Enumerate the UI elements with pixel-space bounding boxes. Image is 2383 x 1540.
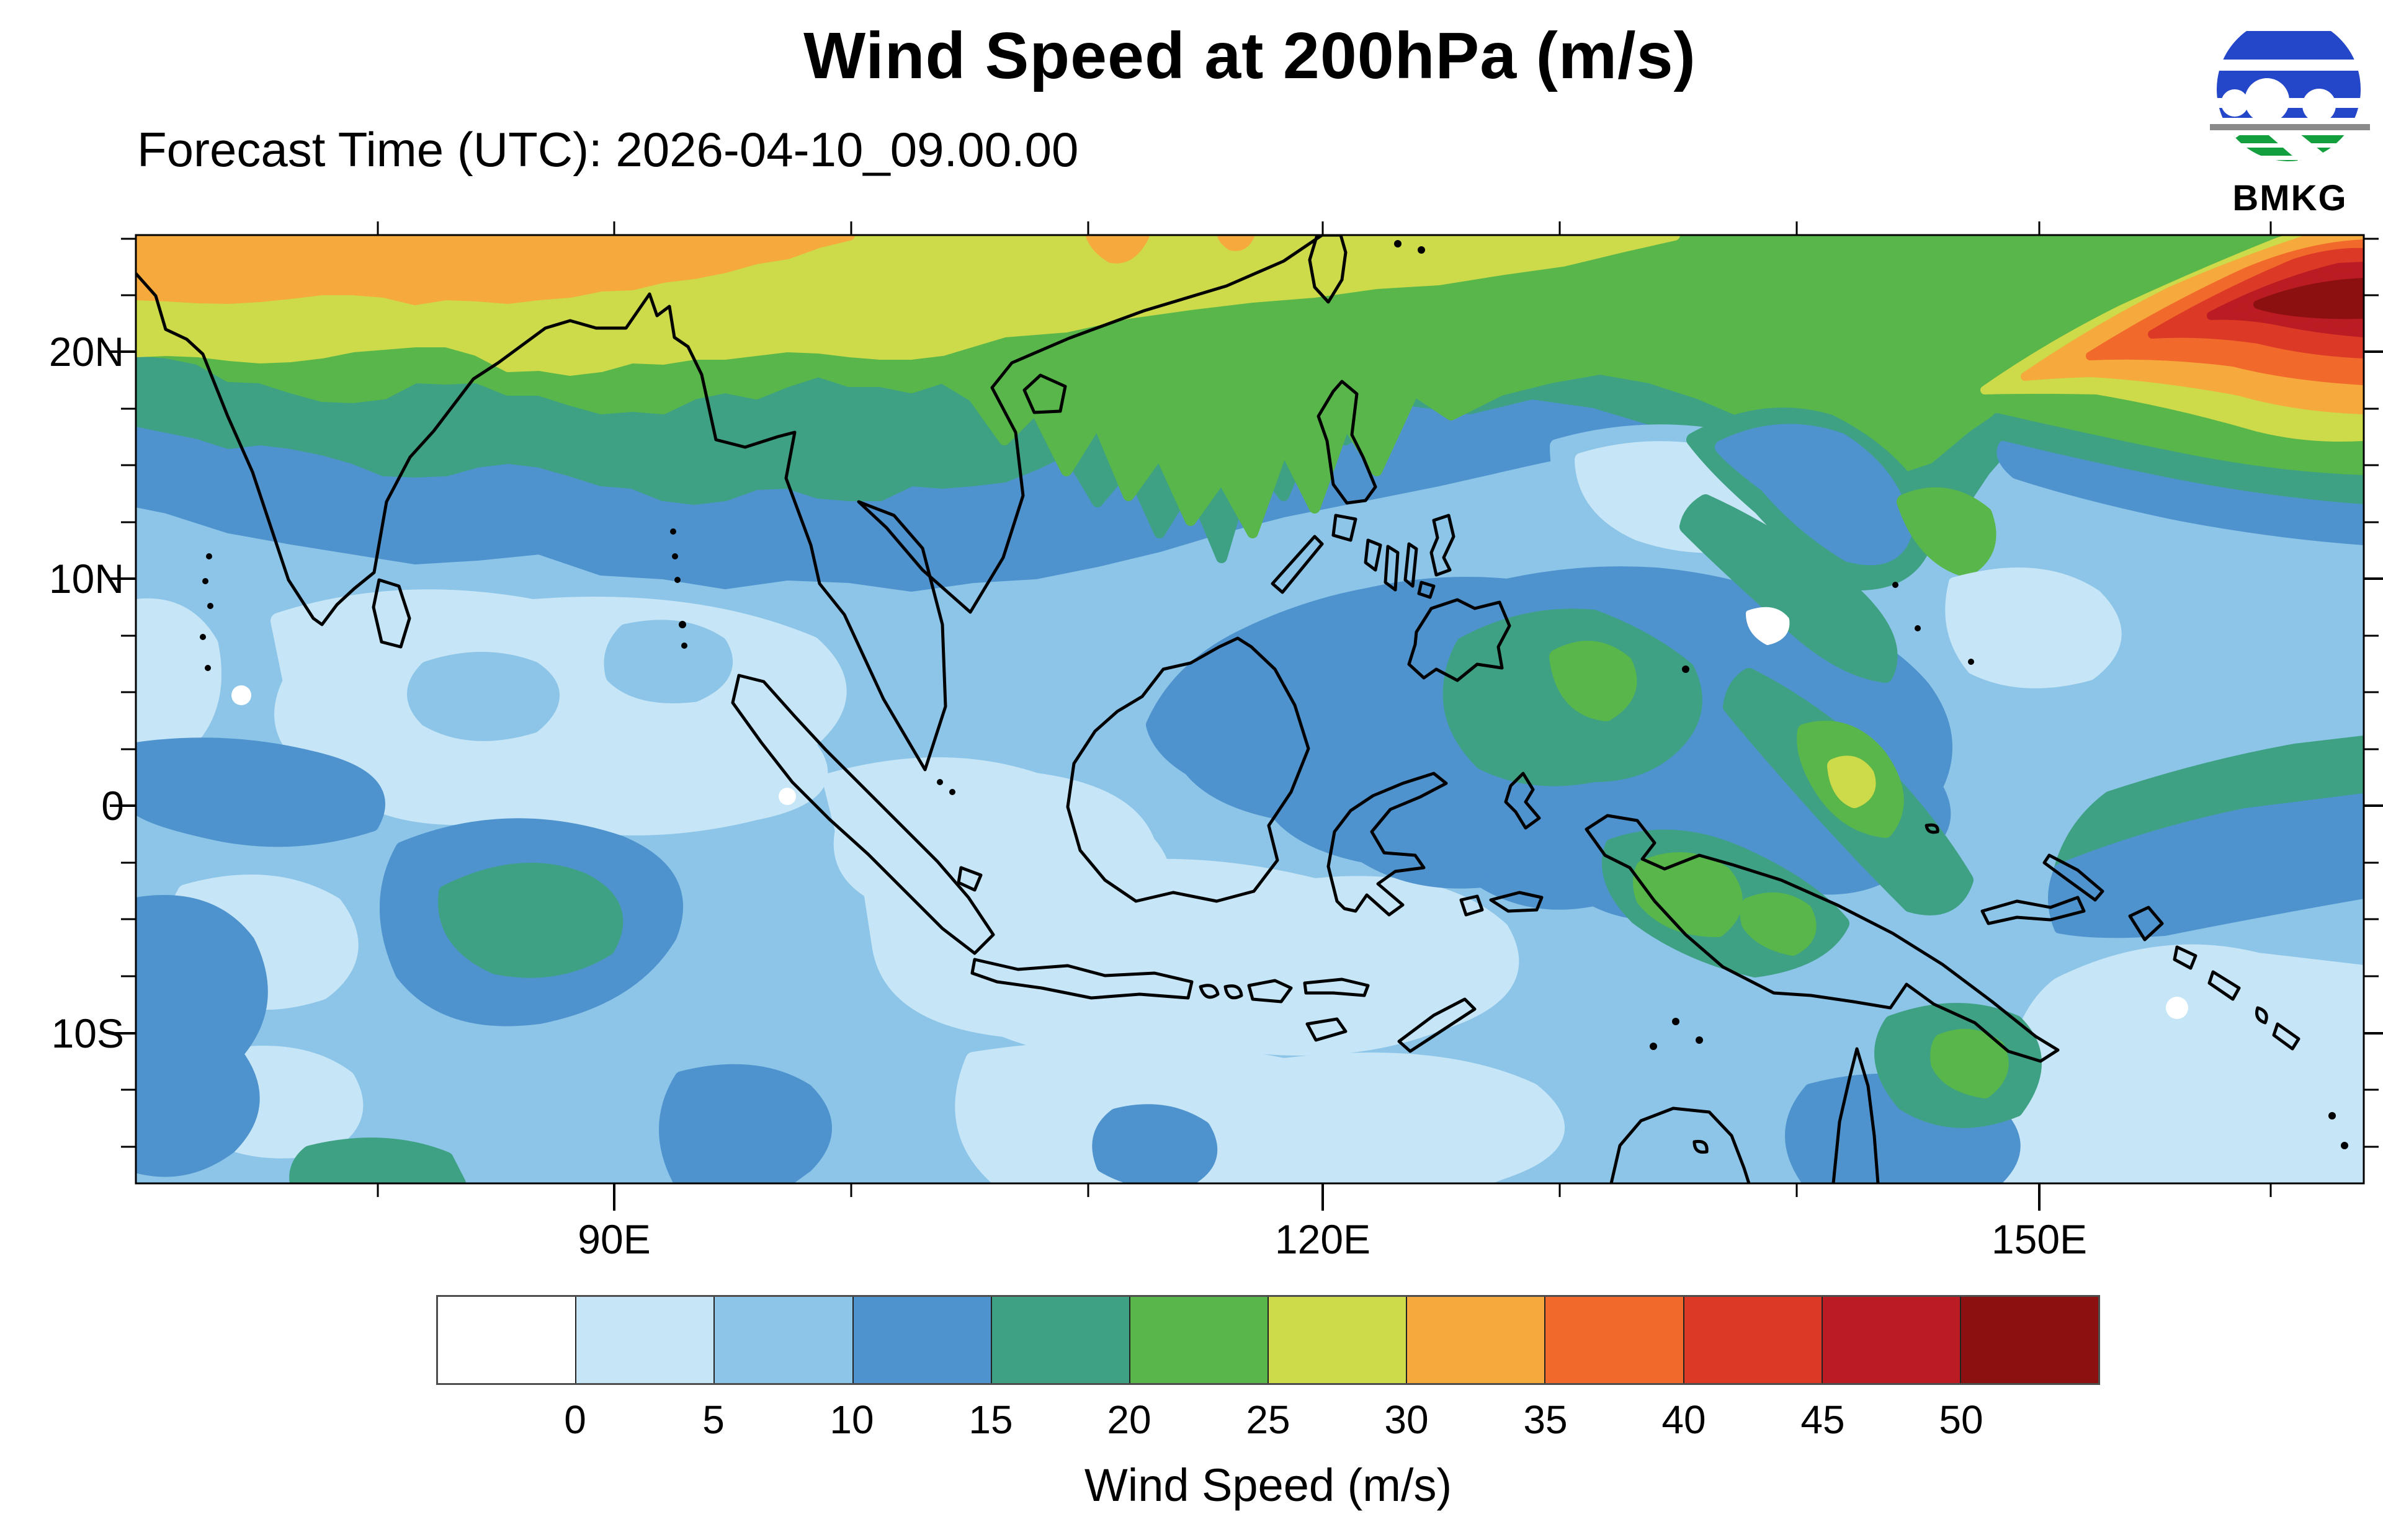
forecast-time: Forecast Time (UTC): 2026-04-10_09.00.00 — [137, 122, 1079, 177]
colorbar-tick-label-0: 0 — [564, 1397, 586, 1442]
colorbar-cells — [438, 1297, 2099, 1383]
lat-label-20n: 20N — [48, 329, 124, 375]
colorbar-cell — [1268, 1297, 1406, 1383]
colorbar-tick-label-30: 30 — [1384, 1397, 1429, 1442]
page-title: Wind Speed at 200hPa (m/s) — [803, 19, 1696, 92]
colorbar-cell — [1129, 1297, 1268, 1383]
logo-horizon-line — [2210, 124, 2370, 130]
lon-label-90e: 90E — [578, 1216, 651, 1262]
colorbar-tick-label-5: 5 — [702, 1397, 725, 1442]
map-border — [135, 234, 2365, 1185]
colorbar-tick-label-15: 15 — [968, 1397, 1013, 1442]
colorbar-cell — [438, 1297, 576, 1383]
colorbar-tick-label-35: 35 — [1523, 1397, 1568, 1442]
lon-label-120e: 120E — [1274, 1216, 1371, 1262]
lon-label-150e: 150E — [1991, 1216, 2088, 1262]
colorbar-tick-label-10: 10 — [829, 1397, 874, 1442]
bmkg-logo — [2210, 17, 2370, 161]
coastlines — [136, 235, 2348, 1183]
lat-label-0: 0 — [101, 783, 124, 829]
colorbar-cell — [990, 1297, 1129, 1383]
logo-green-stripe — [2217, 160, 2361, 161]
colorbar-tick-label-25: 25 — [1246, 1397, 1290, 1442]
lat-label-10s: 10S — [51, 1010, 124, 1056]
colorbar-tick-label-50: 50 — [1939, 1397, 1983, 1442]
colorbar-cell — [1959, 1297, 2099, 1383]
colorbar-cell — [713, 1297, 852, 1383]
colorbar-tick-label-45: 45 — [1800, 1397, 1845, 1442]
colorbar — [436, 1295, 2100, 1385]
lat-label-10n: 10N — [48, 556, 124, 602]
colorbar-tick-label-20: 20 — [1107, 1397, 1151, 1442]
small-islands — [200, 240, 2348, 1149]
colorbar-cell — [1544, 1297, 1683, 1383]
colorbar-cell — [1683, 1297, 1822, 1383]
logo-blue-stripe — [2217, 31, 2361, 60]
map-canvas — [136, 235, 2364, 1183]
colorbar-cell — [575, 1297, 714, 1383]
colorbar-tick-label-40: 40 — [1661, 1397, 1706, 1442]
colorbar-cell — [1821, 1297, 1960, 1383]
colorbar-cell — [1406, 1297, 1545, 1383]
colorbar-cell — [852, 1297, 991, 1383]
logo-text: BMKG — [2232, 178, 2348, 218]
colorbar-title: Wind Speed (m/s) — [1084, 1459, 1452, 1511]
wind-field — [136, 235, 2364, 1183]
jet-streak — [1980, 235, 2364, 442]
